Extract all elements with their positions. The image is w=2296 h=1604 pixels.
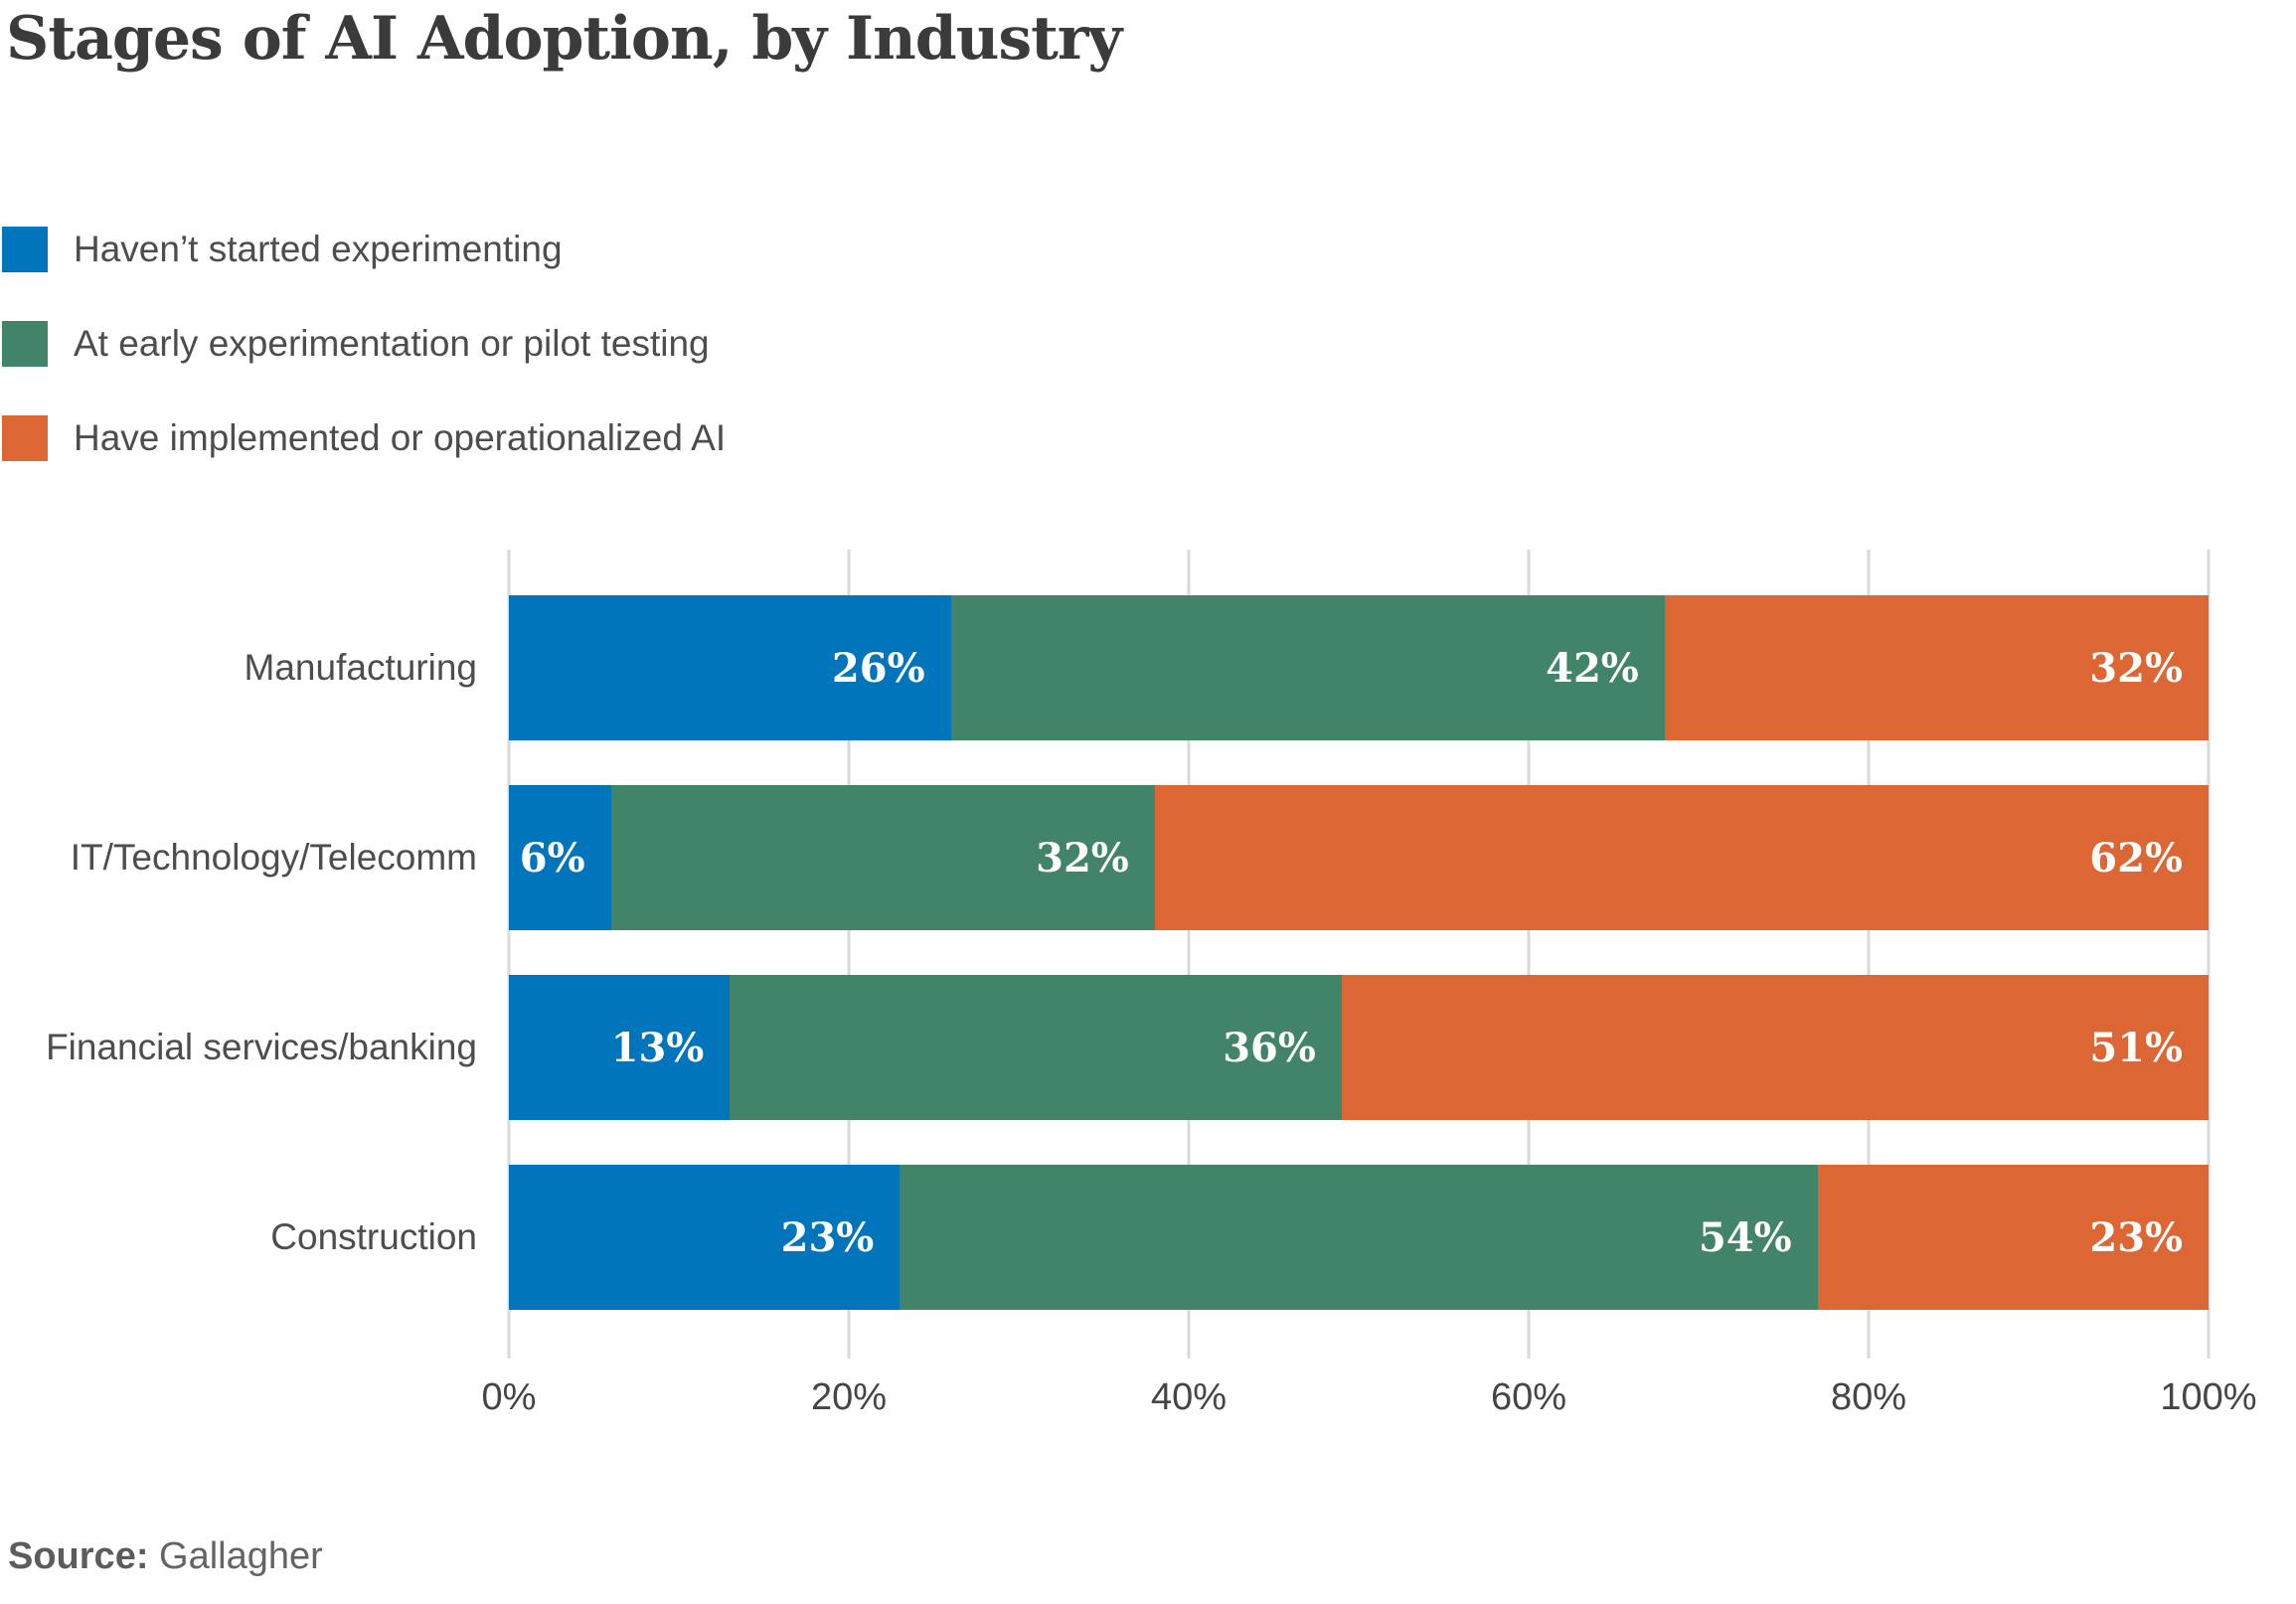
bar-segment: 32% bbox=[610, 785, 1155, 930]
bar-segment: 23% bbox=[509, 1165, 901, 1310]
bar-segment: 6% bbox=[509, 785, 611, 930]
axis-tick-label: 0% bbox=[481, 1376, 537, 1418]
category-label: Financial services/banking bbox=[46, 1027, 477, 1067]
bar-segment: 42% bbox=[950, 595, 1665, 740]
legend-swatch-icon bbox=[2, 321, 48, 367]
bar-segment-value: 51% bbox=[2089, 1024, 2183, 1071]
legend-swatch-icon bbox=[2, 415, 48, 461]
stacked-bar: 6% 32% 62% bbox=[509, 785, 2209, 930]
bar-segment-value: 32% bbox=[1036, 834, 1129, 882]
stacked-bar: 26% 42% 32% bbox=[509, 595, 2209, 740]
axis-tick-label: 40% bbox=[1150, 1376, 1228, 1418]
gridline bbox=[1187, 550, 1191, 1359]
category-label: IT/Technology/Telecomm bbox=[70, 837, 477, 878]
axis-tick-label: 80% bbox=[1830, 1376, 1907, 1418]
source-label: Source: bbox=[8, 1535, 149, 1577]
gridline bbox=[507, 550, 511, 1359]
bar-segment-value: 32% bbox=[2089, 644, 2183, 692]
axis-tick-label: 20% bbox=[810, 1376, 888, 1418]
legend-item: At early experimentation or pilot testin… bbox=[2, 321, 726, 367]
category-label: Manufacturing bbox=[244, 647, 477, 688]
legend-label: Have implemented or operationalized AI bbox=[74, 417, 727, 458]
bar-segment-value: 36% bbox=[1223, 1024, 1316, 1071]
bar-segment: 32% bbox=[1664, 595, 2209, 740]
legend-item: Haven’t started experimenting bbox=[2, 227, 726, 272]
stacked-bar: 23% 54% 23% bbox=[509, 1165, 2209, 1310]
chart-title: Stages of AI Adoption, by Industry bbox=[6, 4, 1122, 74]
bar-segment-value: 26% bbox=[831, 644, 925, 692]
legend: Haven’t started experimenting At early e… bbox=[2, 227, 726, 510]
legend-label: At early experimentation or pilot testin… bbox=[74, 323, 710, 364]
bar-segment: 62% bbox=[1154, 785, 2209, 930]
bar-segment-value: 42% bbox=[1546, 644, 1639, 692]
source-note: Source: Gallagher bbox=[8, 1535, 323, 1578]
gridline bbox=[847, 550, 851, 1359]
bar-segment: 23% bbox=[1817, 1165, 2209, 1310]
bar-segment: 54% bbox=[900, 1165, 1818, 1310]
bar-segment-value: 54% bbox=[1699, 1213, 1792, 1261]
stacked-bar: 13% 36% 51% bbox=[509, 975, 2209, 1120]
gridline bbox=[2207, 550, 2211, 1359]
source-value: Gallagher bbox=[159, 1535, 323, 1577]
value-axis: 0% 20% 40% 60% 80% 100% bbox=[482, 1376, 2257, 1426]
bar-segment: 36% bbox=[730, 975, 1342, 1120]
bar-segment-value: 23% bbox=[780, 1213, 875, 1261]
legend-item: Have implemented or operationalized AI bbox=[2, 415, 726, 461]
gridline bbox=[1867, 550, 1871, 1359]
category-label: Construction bbox=[270, 1216, 477, 1257]
legend-swatch-icon bbox=[2, 227, 48, 272]
bar-segment-value: 13% bbox=[610, 1024, 705, 1071]
bar-segment-value: 6% bbox=[519, 834, 585, 882]
bar-segment: 51% bbox=[1341, 975, 2209, 1120]
bar-segment: 13% bbox=[509, 975, 731, 1120]
bar-segment-value: 62% bbox=[2089, 834, 2183, 882]
axis-tick-label: 100% bbox=[2160, 1376, 2257, 1418]
axis-tick-label: 60% bbox=[1490, 1376, 1567, 1418]
plot-area: 26% 42% 32% 6% 32% 62% 13% 36% 51% 23% 5… bbox=[507, 550, 2211, 1359]
legend-label: Haven’t started experimenting bbox=[74, 229, 563, 269]
bar-segment-value: 23% bbox=[2089, 1213, 2183, 1261]
gridline bbox=[1527, 550, 1531, 1359]
bar-segment: 26% bbox=[509, 595, 951, 740]
